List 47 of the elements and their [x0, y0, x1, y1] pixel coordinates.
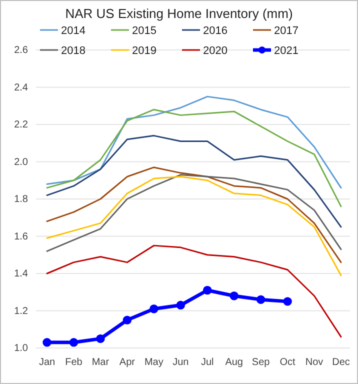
x-tick-label: Mar [92, 357, 110, 368]
point [122, 316, 132, 324]
x-tick-label: Jan [38, 357, 56, 368]
point [42, 338, 52, 347]
x-tick-label: Feb [65, 357, 83, 368]
x-tick-label: Jul [200, 357, 214, 368]
line-series [46, 108, 342, 208]
legend-label: 2015 [132, 25, 156, 37]
line-series [46, 176, 342, 276]
y-tick-label: 1.2 [14, 306, 28, 317]
point [176, 300, 186, 310]
x-tick-label: Aug [225, 357, 243, 368]
line-series [46, 244, 342, 338]
x-tick-label: Oct [280, 357, 296, 368]
point [69, 338, 78, 347]
x-tick-label: Dec [332, 357, 350, 368]
point [230, 291, 238, 300]
legend-label: 2018 [61, 45, 86, 57]
line-series [46, 166, 342, 264]
y-tick-label: 1.8 [14, 194, 28, 206]
x-tick-label: Nov [305, 357, 324, 368]
chart-title: NAR US Existing Home Inventory (mm) [65, 6, 293, 21]
y-tick-label: 1.0 [14, 343, 28, 354]
legend-label: 2016 [203, 25, 228, 37]
legend-label: 2021 [274, 45, 298, 57]
y-tick-label: 2.6 [14, 45, 28, 56]
y-tick-label: 2.2 [14, 120, 28, 131]
legend-label: 2017 [274, 25, 298, 37]
legend-label: 2014 [61, 25, 86, 37]
line-series [46, 174, 342, 252]
point [256, 295, 266, 304]
point [150, 304, 158, 314]
line-series [46, 96, 342, 189]
x-tick-label: Apr [119, 357, 136, 368]
x-tick-label: Sep [252, 357, 270, 368]
legend-label: 2020 [203, 45, 228, 57]
point [202, 286, 212, 295]
x-tick-label: Jun [172, 357, 189, 368]
y-tick-label: 1.6 [14, 231, 28, 242]
legend-label: 2019 [132, 45, 156, 57]
line-series [46, 134, 342, 228]
y-tick-label: 2.4 [14, 82, 28, 94]
point [283, 297, 292, 306]
point [96, 334, 105, 344]
y-tick-label: 1.4 [14, 268, 28, 280]
x-tick-label: May [144, 357, 164, 368]
y-tick-label: 2.0 [14, 156, 28, 168]
